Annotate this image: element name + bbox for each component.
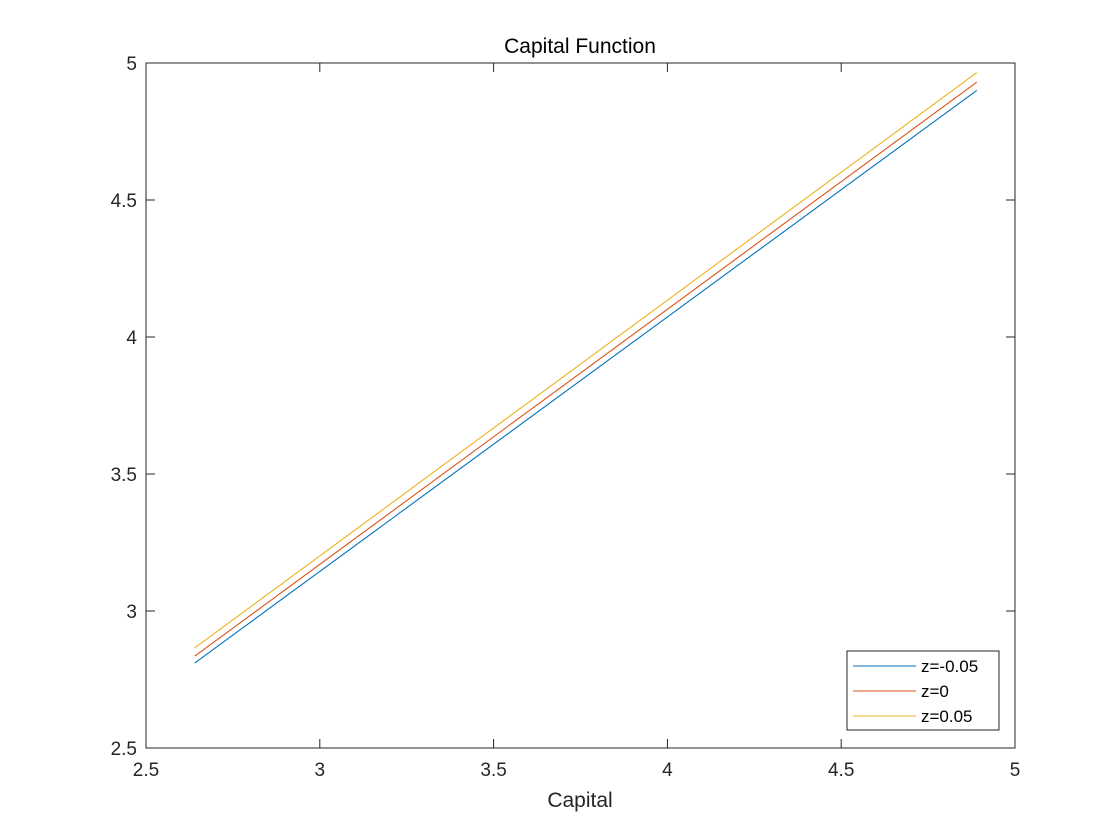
- series-layer: [194, 72, 978, 664]
- y-tick-label: 3.5: [111, 465, 137, 486]
- y-tick-label: 5: [126, 54, 137, 75]
- legend-label-z-neg: z=-0.05: [921, 657, 978, 676]
- series-line-0: [194, 89, 978, 664]
- series-line-1: [194, 81, 978, 657]
- y-tick-label: 3: [126, 602, 137, 623]
- plot-area-frame: [145, 62, 1016, 749]
- legend: z=-0.05 z=0 z=0.05: [846, 650, 1000, 731]
- x-tick-label: 3.5: [480, 760, 506, 781]
- x-tick-label: 3: [315, 760, 326, 781]
- x-tick-label: 2.5: [133, 760, 159, 781]
- y-tick-label: 4: [126, 328, 137, 349]
- x-tick-label: 5: [1010, 760, 1021, 781]
- plot-area-background: [146, 63, 1015, 748]
- y-tick-label: 4.5: [111, 191, 137, 212]
- legend-label-z-zero: z=0: [921, 682, 949, 701]
- series-line-2: [194, 72, 978, 649]
- x-tick-label: 4: [662, 760, 673, 781]
- y-tick-label: 2.5: [111, 739, 137, 760]
- x-tick-label: 4.5: [828, 760, 854, 781]
- chart-title: Capital Function: [504, 35, 656, 58]
- x-axis-label: Capital: [547, 789, 612, 812]
- legend-label-z-pos: z=0.05: [921, 707, 973, 726]
